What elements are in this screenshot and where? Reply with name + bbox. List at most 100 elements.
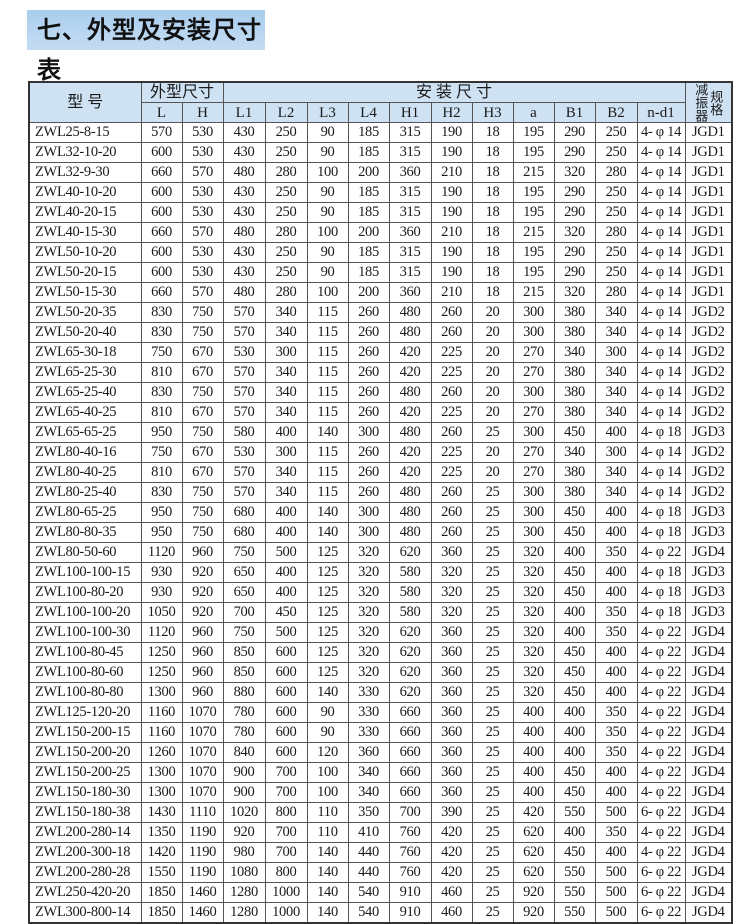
value-cell: 140 — [306, 422, 349, 443]
value-cell: 4- φ 22 — [636, 702, 686, 723]
value-cell: 810 — [140, 402, 183, 423]
value-cell: 500 — [594, 882, 638, 903]
value-cell: 670 — [181, 342, 224, 363]
value-cell: 1460 — [181, 902, 224, 924]
table-row: ZWL40-20-15 600 530 430 250 90 185 315 190 18 195 2… — [28, 202, 733, 223]
value-cell: 90 — [306, 722, 349, 743]
table-row: ZWL150-180-38 1430 1110 1020 800 110 350 700 390… — [28, 802, 733, 823]
value-cell: 920 — [512, 882, 555, 903]
model-cell: ZWL80-40-25 — [28, 462, 142, 483]
value-cell: 1160 — [140, 722, 183, 743]
damper-spec-cell: JGD4 — [684, 862, 733, 883]
value-cell: 4- φ 18 — [636, 582, 686, 603]
value-cell: 260 — [347, 322, 390, 343]
table-row: ZWL80-80-35 950 750 680 400 140 300 480 260 25 300… — [28, 522, 733, 543]
value-cell: 300 — [347, 422, 390, 443]
table-header: 型 号 外型尺寸 安 装 尺 寸 减振器 规格 L H L1 L2 L3 L4 H1 H2 H3… — [28, 81, 733, 123]
value-cell: 225 — [430, 442, 473, 463]
value-cell: 125 — [306, 662, 349, 683]
value-cell: 120 — [306, 742, 349, 763]
value-cell: 480 — [388, 422, 432, 443]
value-cell: 90 — [306, 242, 349, 263]
damper-spec-cell: JGD4 — [684, 542, 733, 563]
table-row: ZWL125-120-20 1160 1070 780 600 90 330 660 360 25… — [28, 702, 733, 723]
value-cell: 270 — [512, 402, 555, 423]
value-cell: 750 — [181, 322, 224, 343]
value-cell: 300 — [347, 522, 390, 543]
header-damper-label: 减振器 — [693, 83, 709, 122]
value-cell: 250 — [264, 242, 308, 263]
value-cell: 200 — [347, 282, 390, 303]
model-cell: ZWL65-25-40 — [28, 382, 142, 403]
value-cell: 4- φ 22 — [636, 762, 686, 783]
value-cell: 25 — [471, 802, 514, 823]
value-cell: 400 — [553, 822, 596, 843]
value-cell: 480 — [388, 322, 432, 343]
value-cell: 250 — [594, 262, 638, 283]
value-cell: 570 — [222, 462, 266, 483]
value-cell: 750 — [181, 502, 224, 523]
value-cell: 250 — [264, 262, 308, 283]
value-cell: 140 — [306, 682, 349, 703]
value-cell: 380 — [553, 322, 596, 343]
table-row: ZWL80-25-40 830 750 570 340 115 260 480 260 25 300… — [28, 482, 733, 503]
value-cell: 540 — [347, 882, 390, 903]
value-cell: 1250 — [140, 662, 183, 683]
value-cell: 340 — [594, 362, 638, 383]
value-cell: 6- φ 22 — [636, 802, 686, 823]
value-cell: 430 — [222, 142, 266, 163]
value-cell: 570 — [222, 362, 266, 383]
value-cell: 530 — [181, 122, 224, 143]
value-cell: 830 — [140, 382, 183, 403]
table-row: ZWL150-180-30 1300 1070 900 700 100 340 660 360 2… — [28, 782, 733, 803]
value-cell: 4- φ 22 — [636, 782, 686, 803]
value-cell: 185 — [347, 142, 390, 163]
value-cell: 100 — [306, 162, 349, 183]
table-row: ZWL100-80-60 1250 960 850 600 125 320 620 360 25 3… — [28, 662, 733, 683]
value-cell: 315 — [388, 142, 432, 163]
value-cell: 670 — [181, 442, 224, 463]
value-cell: 570 — [222, 322, 266, 343]
value-cell: 185 — [347, 242, 390, 263]
value-cell: 500 — [264, 542, 308, 563]
value-cell: 20 — [471, 322, 514, 343]
value-cell: 400 — [594, 502, 638, 523]
value-cell: 600 — [140, 182, 183, 203]
value-cell: 360 — [388, 282, 432, 303]
value-cell: 115 — [306, 302, 349, 323]
value-cell: 200 — [347, 162, 390, 183]
value-cell: 350 — [594, 722, 638, 743]
damper-spec-cell: JGD2 — [684, 342, 733, 363]
value-cell: 400 — [553, 742, 596, 763]
value-cell: 440 — [347, 862, 390, 883]
value-cell: 270 — [512, 462, 555, 483]
value-cell: 4- φ 14 — [636, 322, 686, 343]
value-cell: 380 — [553, 462, 596, 483]
value-cell: 210 — [430, 282, 473, 303]
subheader-l2: L2 — [264, 102, 308, 123]
value-cell: 600 — [140, 202, 183, 223]
value-cell: 260 — [347, 462, 390, 483]
value-cell: 400 — [512, 782, 555, 803]
value-cell: 4- φ 14 — [636, 182, 686, 203]
value-cell: 340 — [264, 402, 308, 423]
value-cell: 450 — [553, 642, 596, 663]
value-cell: 320 — [512, 662, 555, 683]
value-cell: 25 — [471, 622, 514, 643]
value-cell: 110 — [306, 802, 349, 823]
value-cell: 320 — [512, 582, 555, 603]
subheader-h3: H3 — [471, 102, 514, 123]
value-cell: 25 — [471, 642, 514, 663]
value-cell: 280 — [264, 162, 308, 183]
value-cell: 530 — [181, 182, 224, 203]
value-cell: 315 — [388, 262, 432, 283]
value-cell: 320 — [553, 282, 596, 303]
damper-spec-cell: JGD4 — [684, 762, 733, 783]
value-cell: 660 — [140, 162, 183, 183]
model-cell: ZWL100-100-15 — [28, 562, 142, 583]
value-cell: 340 — [264, 462, 308, 483]
value-cell: 300 — [512, 522, 555, 543]
value-cell: 300 — [512, 382, 555, 403]
value-cell: 260 — [430, 382, 473, 403]
value-cell: 260 — [347, 442, 390, 463]
